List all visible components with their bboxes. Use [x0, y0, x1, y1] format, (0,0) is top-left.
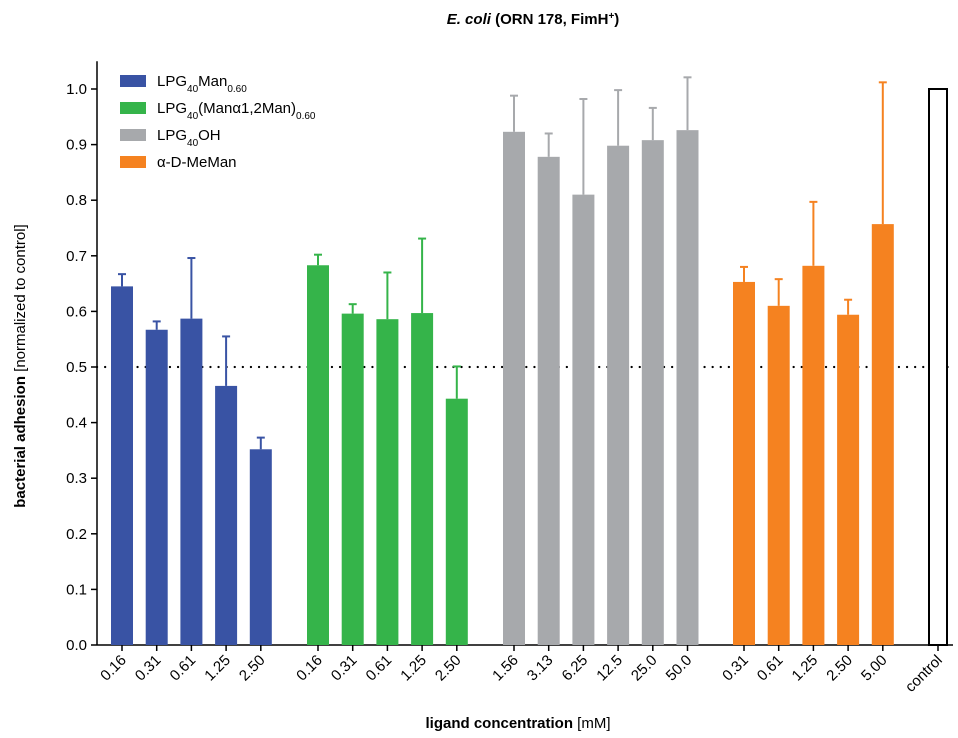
bar [607, 145, 630, 645]
x-tick-label: 1.25 [201, 652, 234, 685]
x-tick-label: 1.56 [489, 652, 522, 685]
x-tick-label: 0.31 [719, 652, 752, 685]
bar [445, 398, 468, 645]
bar [767, 305, 790, 645]
y-tick-label: 0.7 [66, 248, 87, 265]
x-tick-label: 2.50 [236, 652, 269, 685]
legend-label: α-D-MeMan [157, 154, 237, 171]
legend-swatch [120, 156, 146, 168]
x-tick-label: 0.31 [132, 652, 165, 685]
y-axis-label-unit: [normalized to control] [12, 224, 29, 376]
legend-swatch [120, 129, 146, 141]
x-tick-label: 25.0 [628, 652, 661, 685]
bar [733, 281, 755, 645]
bar [572, 194, 595, 645]
y-tick-label: 0.1 [66, 581, 87, 598]
bar [376, 319, 399, 645]
x-tick-label: 1.25 [397, 652, 430, 685]
x-tick-label: 2.50 [432, 652, 465, 685]
x-axis-label-unit: [mM] [573, 715, 611, 732]
bar [215, 385, 238, 645]
bar [307, 265, 329, 645]
x-tick-label: 0.61 [363, 652, 396, 685]
y-tick-label: 0.3 [66, 470, 87, 487]
legend-label: LPG40Man0.60 [157, 73, 247, 95]
x-tick-label: 0.61 [167, 652, 200, 685]
bar [145, 329, 168, 645]
bar [111, 286, 133, 645]
x-tick-label: 0.16 [293, 652, 326, 685]
x-tick-label: 0.16 [97, 652, 130, 685]
legend-swatch [120, 75, 146, 87]
x-tick-label: 50.0 [663, 652, 696, 685]
y-tick-label: 0.9 [66, 137, 87, 154]
y-axis-label-bold: bacterial adhesion [12, 376, 29, 508]
y-tick-label: 0.5 [66, 359, 87, 376]
chart-title-sup: + [608, 11, 614, 22]
chart-title-italic: E. coli [447, 11, 492, 28]
legend: LPG40Man0.60 LPG40(Manα1,2Man)0.60 LPG40OH… [120, 73, 316, 171]
bar [341, 313, 364, 645]
y-axis-label: bacterial adhesion [normalized to contro… [12, 224, 29, 507]
x-axis-label: ligand concentration [mM] [425, 715, 610, 732]
x-tick-label: 0.61 [754, 652, 787, 685]
x-tick-label: 5.00 [858, 652, 891, 685]
bar [802, 265, 825, 645]
control-bar [928, 88, 948, 646]
x-tick-label: 3.13 [524, 652, 557, 685]
bar [249, 449, 272, 645]
x-tick-label: 6.25 [559, 652, 592, 685]
bar [641, 140, 664, 646]
x-tick-label: 1.25 [789, 652, 822, 685]
y-tick-label: 1.0 [66, 81, 87, 98]
bar [837, 314, 860, 645]
chart-title: E. coli (ORN 178, FimH+) [447, 11, 620, 29]
x-tick-label: 2.50 [823, 652, 856, 685]
bar [411, 313, 434, 645]
y-tick-label: 0.2 [66, 526, 87, 543]
y-tick-label: 0.4 [66, 415, 87, 432]
x-tick-label: control [902, 652, 946, 696]
y-tick-label: 0.8 [66, 192, 87, 209]
bar [503, 131, 525, 645]
legend-label: LPG40(Manα1,2Man)0.60 [157, 100, 316, 122]
chart-title-close: ) [614, 11, 619, 28]
y-tick-label: 0.0 [66, 637, 87, 654]
legend-label: LPG40OH [157, 127, 221, 149]
chart-title-rest: (ORN 178, FimH [491, 11, 609, 28]
x-tick-label: 12.5 [593, 652, 626, 685]
bar [537, 156, 560, 645]
x-axis-label-bold: ligand concentration [425, 715, 573, 732]
y-tick-label: 0.6 [66, 303, 87, 320]
bar [871, 224, 894, 645]
bar [180, 318, 203, 645]
bar [676, 130, 699, 646]
legend-swatch [120, 102, 146, 114]
x-tick-label: 0.31 [328, 652, 361, 685]
